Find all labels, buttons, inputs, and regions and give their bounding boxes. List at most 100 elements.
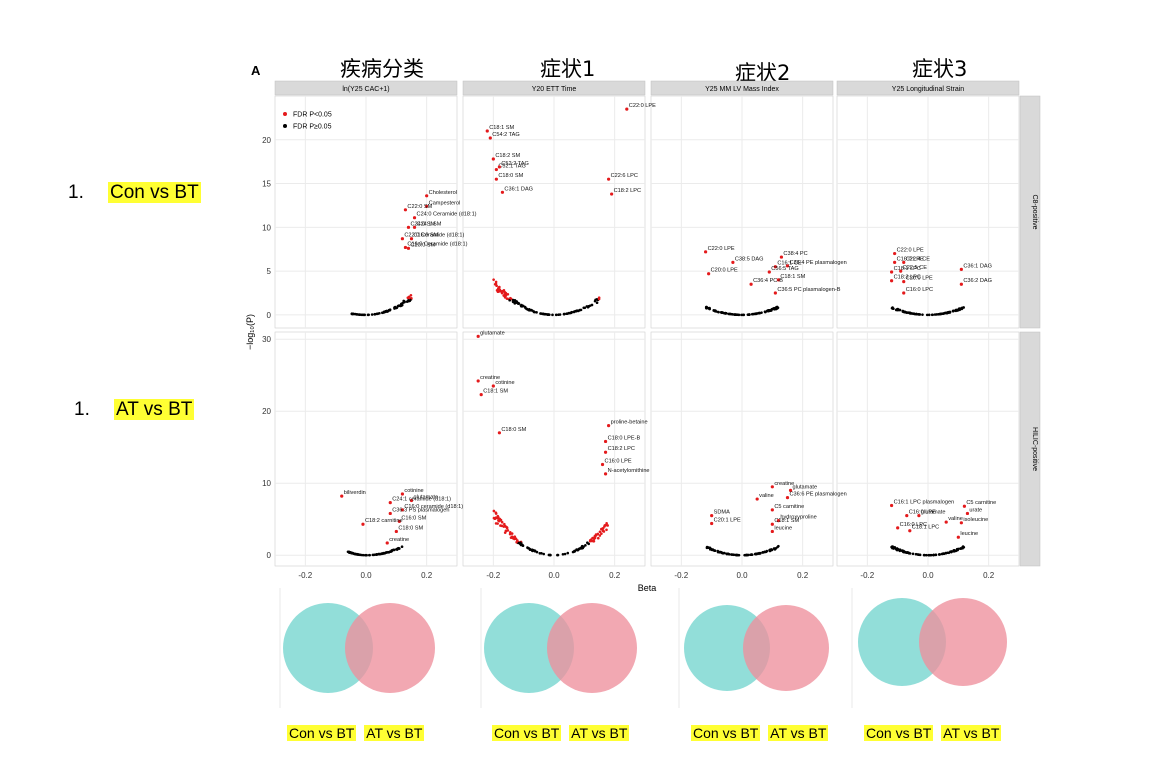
labeled-point xyxy=(603,439,608,444)
point-nonsignificant xyxy=(957,307,961,311)
point-nonsignificant xyxy=(367,313,370,317)
point-nonsignificant xyxy=(393,306,396,309)
labeled-point xyxy=(905,514,909,518)
venn-caption-3-right: AT vs BT xyxy=(768,725,829,741)
point-label: creatine xyxy=(774,481,794,487)
point-nonsignificant xyxy=(535,550,539,554)
y-tick-label: 20 xyxy=(262,407,271,416)
venn-1 xyxy=(279,588,435,708)
point-label: C18:2 carnitine xyxy=(365,518,403,524)
point-nonsignificant xyxy=(556,553,559,557)
point-significant xyxy=(407,296,411,300)
labeled-point xyxy=(767,270,771,274)
point-nonsignificant xyxy=(708,306,711,310)
column-title-4: 症状3 xyxy=(912,57,968,81)
venn-4 xyxy=(851,588,1007,708)
point-nonsignificant xyxy=(533,549,536,552)
point-label: C18:1 SM xyxy=(489,125,514,131)
point-significant xyxy=(593,534,597,538)
facet-row-strip-1 xyxy=(1019,95,1041,329)
point-nonsignificant xyxy=(380,311,384,315)
point-nonsignificant xyxy=(508,298,511,302)
point-label: C18:2 LPC xyxy=(614,188,641,194)
labeled-point xyxy=(425,204,429,208)
x-tick-label: 0.2 xyxy=(609,571,621,580)
point-label: C16:0 LPC xyxy=(906,287,933,293)
labeled-point xyxy=(388,501,392,505)
point-nonsignificant xyxy=(898,548,902,551)
point-nonsignificant xyxy=(705,546,709,550)
row-label-2-text: AT vs BT xyxy=(114,399,195,420)
x-tick-label: 0.0 xyxy=(360,571,372,580)
labeled-point xyxy=(491,384,495,388)
point-nonsignificant xyxy=(753,552,757,556)
point-label: C22:0 Ceramide (d18:1) xyxy=(404,233,464,239)
point-nonsignificant xyxy=(730,553,733,556)
point-nonsignificant xyxy=(570,311,573,315)
venn-3-left-circle xyxy=(684,605,770,691)
point-nonsignificant xyxy=(937,553,941,556)
venn-caption-4: Con vs BT AT vs BT xyxy=(864,725,1002,741)
labeled-point xyxy=(959,282,963,286)
labeled-point xyxy=(400,508,404,512)
labeled-point xyxy=(412,225,417,229)
point-nonsignificant xyxy=(401,301,404,305)
point-nonsignificant xyxy=(962,306,965,309)
point-nonsignificant xyxy=(517,541,521,545)
point-label: C16:0 LPE xyxy=(897,256,924,262)
labeled-point xyxy=(406,225,411,229)
point-nonsignificant xyxy=(753,312,756,316)
point-nonsignificant xyxy=(724,311,728,315)
point-label: C22:6 LPC xyxy=(611,173,638,179)
venn-caption-4-right: AT vs BT xyxy=(941,725,1002,741)
point-nonsignificant xyxy=(402,299,406,303)
point-nonsignificant xyxy=(951,309,955,313)
y-tick-label: 10 xyxy=(262,479,271,488)
point-nonsignificant xyxy=(395,547,398,551)
facet-strip-label-3: Y25 MM LV Mass Index xyxy=(705,86,779,93)
point-label: C20:0 LPE xyxy=(711,268,738,274)
point-label: biliverdin xyxy=(344,490,366,496)
labeled-point xyxy=(603,450,608,454)
point-nonsignificant xyxy=(911,552,915,556)
labeled-point xyxy=(394,529,398,534)
labeled-point xyxy=(908,529,912,533)
y-tick-label: 10 xyxy=(262,223,271,232)
point-nonsignificant xyxy=(948,310,952,314)
point-label: C18:1 LPC xyxy=(894,266,921,272)
venn-4-left-circle xyxy=(858,598,946,686)
labeled-point xyxy=(409,498,414,503)
point-label: C16:0 SM xyxy=(414,233,439,239)
labeled-point xyxy=(710,521,714,526)
labeled-point xyxy=(710,514,714,518)
point-nonsignificant xyxy=(355,313,359,316)
point-nonsignificant xyxy=(950,550,953,554)
point-nonsignificant xyxy=(535,311,538,314)
point-nonsignificant xyxy=(746,313,750,316)
point-label: glutamate xyxy=(414,494,439,500)
point-nonsignificant xyxy=(955,308,958,312)
point-label: cotinine xyxy=(404,488,423,494)
point-nonsignificant xyxy=(587,305,591,308)
labeled-point xyxy=(397,519,401,523)
point-nonsignificant xyxy=(942,312,946,315)
point-nonsignificant xyxy=(587,542,590,546)
point-significant xyxy=(590,539,593,543)
point-nonsignificant xyxy=(927,313,931,317)
point-nonsignificant xyxy=(927,553,931,557)
point-nonsignificant xyxy=(565,312,568,315)
point-nonsignificant xyxy=(720,311,723,314)
x-tick-label: 0.2 xyxy=(797,571,809,580)
point-significant xyxy=(494,522,498,525)
point-significant xyxy=(510,532,514,535)
venn-caption-2-right: AT vs BT xyxy=(569,725,630,741)
point-nonsignificant xyxy=(745,553,749,557)
labeled-point xyxy=(400,237,404,241)
point-nonsignificant xyxy=(708,546,711,550)
legend-marker-nonsignificant xyxy=(283,124,287,128)
labeled-point xyxy=(893,251,897,256)
point-label: C36:6 PE plasmalogen xyxy=(790,492,847,498)
point-label: C38:4 PC xyxy=(783,251,807,257)
x-axis-title: Beta xyxy=(638,583,657,592)
venn-2-left-circle xyxy=(484,603,574,693)
